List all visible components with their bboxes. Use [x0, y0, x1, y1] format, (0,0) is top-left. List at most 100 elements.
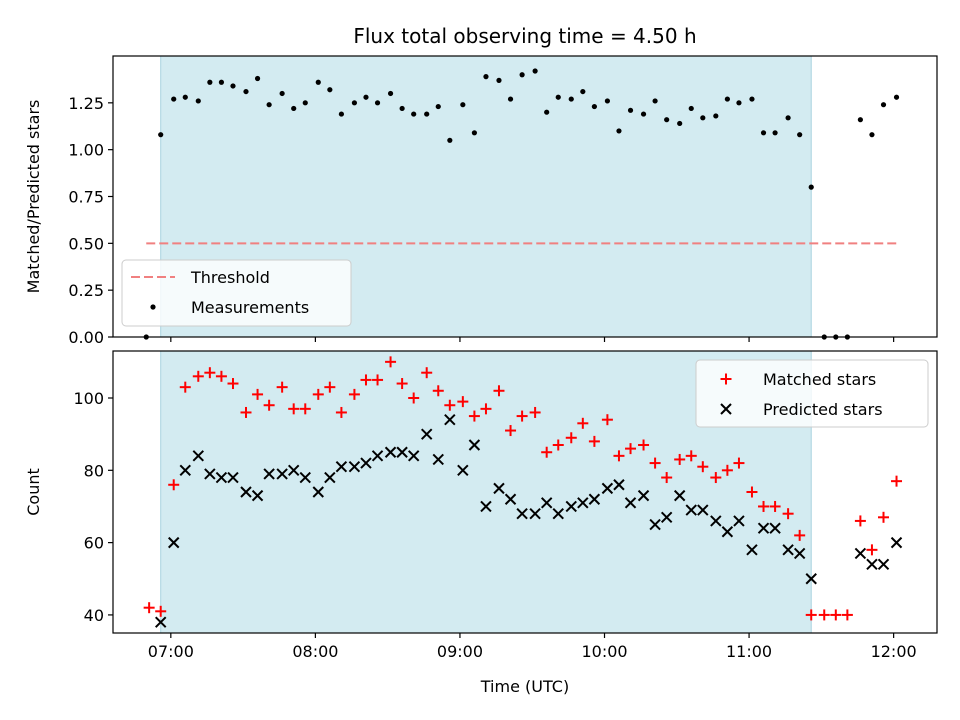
predicted-stars-point — [805, 573, 817, 585]
predicted-stars-point — [516, 507, 528, 520]
predicted-stars-point — [371, 450, 384, 462]
predicted-stars-point — [649, 518, 661, 531]
measurement-point — [555, 94, 561, 100]
predicted-stars-point — [733, 515, 745, 527]
measurement-point — [460, 102, 466, 108]
predicted-stars-point — [168, 536, 180, 549]
matched-stars-point — [457, 396, 469, 408]
predicted-stars-point — [866, 558, 878, 571]
matched-stars-point — [782, 508, 794, 520]
measurement-point — [207, 79, 213, 85]
predicted-stars-point — [335, 460, 348, 473]
measurement-point — [254, 75, 261, 82]
measurement-point — [857, 117, 863, 123]
predicted-stars-point — [504, 493, 517, 505]
predicted-stars-point — [276, 468, 288, 480]
predicted-stars-point — [673, 489, 686, 502]
y-tick-label: 1.25 — [68, 94, 104, 113]
matched-stars-point — [227, 378, 239, 390]
matched-stars-point — [878, 511, 890, 523]
predicted-stars-point — [324, 471, 336, 484]
predicted-stars-point — [877, 558, 890, 571]
y-tick-label: 0.25 — [68, 281, 104, 300]
predicted-stars-point — [348, 460, 361, 473]
predicted-stars-point — [240, 486, 252, 498]
matched-stars-point — [625, 443, 637, 455]
measurement-point — [616, 128, 622, 134]
predicted-stars-point — [204, 468, 216, 480]
matched-stars-point — [312, 388, 324, 400]
legend: Threshold Measurements — [121, 259, 352, 327]
matched-stars-point — [432, 385, 444, 397]
predicted-stars-point — [529, 507, 541, 520]
predicted-stars-point — [312, 486, 324, 498]
matched-stars-point — [649, 457, 661, 469]
measurement-point — [760, 130, 767, 136]
predicted-stars-point — [179, 464, 191, 477]
x-tick-label: 10:00 — [581, 642, 627, 661]
predicted-stars-point — [384, 446, 397, 458]
matched-stars-point — [552, 439, 564, 451]
matched-stars-point — [505, 425, 517, 437]
predicted-stars-point — [565, 500, 577, 513]
measurement-point — [399, 105, 405, 112]
predicted-stars-point — [757, 522, 770, 534]
matched-stars-point — [276, 381, 288, 393]
predicted-stars-point — [154, 616, 167, 628]
ratio-panel: 0.00 0.25 0.50 0.75 1.00 1.25 Matched/Predicte… — [24, 55, 938, 347]
matched-stars-point — [830, 609, 842, 621]
matched-stars-point — [143, 602, 155, 614]
measurement-point — [279, 90, 285, 97]
matched-stars-point — [324, 381, 336, 393]
x-tick-label: 07:00 — [148, 642, 194, 661]
y-tick-label: 0.75 — [68, 188, 104, 207]
predicted-stars-point — [769, 522, 781, 534]
matched-stars-point — [168, 479, 180, 491]
measurement-point — [797, 132, 803, 138]
matched-stars-point — [758, 500, 770, 512]
y-axis-label: Count — [24, 468, 43, 516]
matched-stars-point — [155, 605, 167, 617]
measurement-point — [604, 98, 611, 104]
matched-stars-point — [421, 367, 433, 379]
measurement-point — [483, 74, 489, 80]
measurement-point — [736, 100, 742, 106]
matched-stars-point — [493, 385, 505, 397]
predicted-stars-point — [660, 511, 673, 524]
measurement-point — [171, 96, 177, 102]
legend-measurement-swatch — [150, 304, 156, 310]
matched-stars-point — [613, 450, 625, 462]
matched-stars-point — [385, 356, 397, 368]
measurement-point — [713, 113, 719, 119]
matched-stars-point — [372, 374, 384, 386]
x-tick-label: 08:00 — [292, 642, 338, 661]
measurement-point — [363, 94, 369, 100]
measurement-point — [327, 87, 333, 93]
matched-stars-point — [721, 464, 733, 476]
predicted-stars-point — [577, 497, 589, 509]
matched-stars-point — [638, 439, 650, 451]
matched-stars-point — [396, 378, 408, 390]
y-tick-label: 0.50 — [68, 234, 104, 253]
matched-stars-point — [841, 609, 853, 621]
predicted-stars-point — [890, 536, 903, 549]
measurement-point — [351, 100, 358, 106]
predicted-stars-point — [710, 515, 722, 527]
matched-stars-point — [240, 406, 252, 418]
predicted-stars-point — [493, 482, 505, 495]
predicted-stars-point — [782, 544, 794, 556]
matched-stars-point — [408, 392, 420, 404]
measurement-point — [182, 94, 188, 100]
matched-stars-point — [769, 500, 781, 512]
measurement-point — [772, 130, 778, 136]
measurement-point — [640, 111, 647, 117]
measurement-point — [627, 107, 634, 113]
y-tick-label: 80 — [84, 461, 104, 480]
predicted-stars-point — [552, 507, 564, 520]
matched-stars-point — [480, 403, 492, 415]
y-axis-label: Matched/Predicted stars — [24, 100, 43, 294]
predicted-stars-point — [287, 464, 300, 477]
measurement-point — [688, 105, 694, 112]
matched-stars-point — [288, 403, 300, 415]
